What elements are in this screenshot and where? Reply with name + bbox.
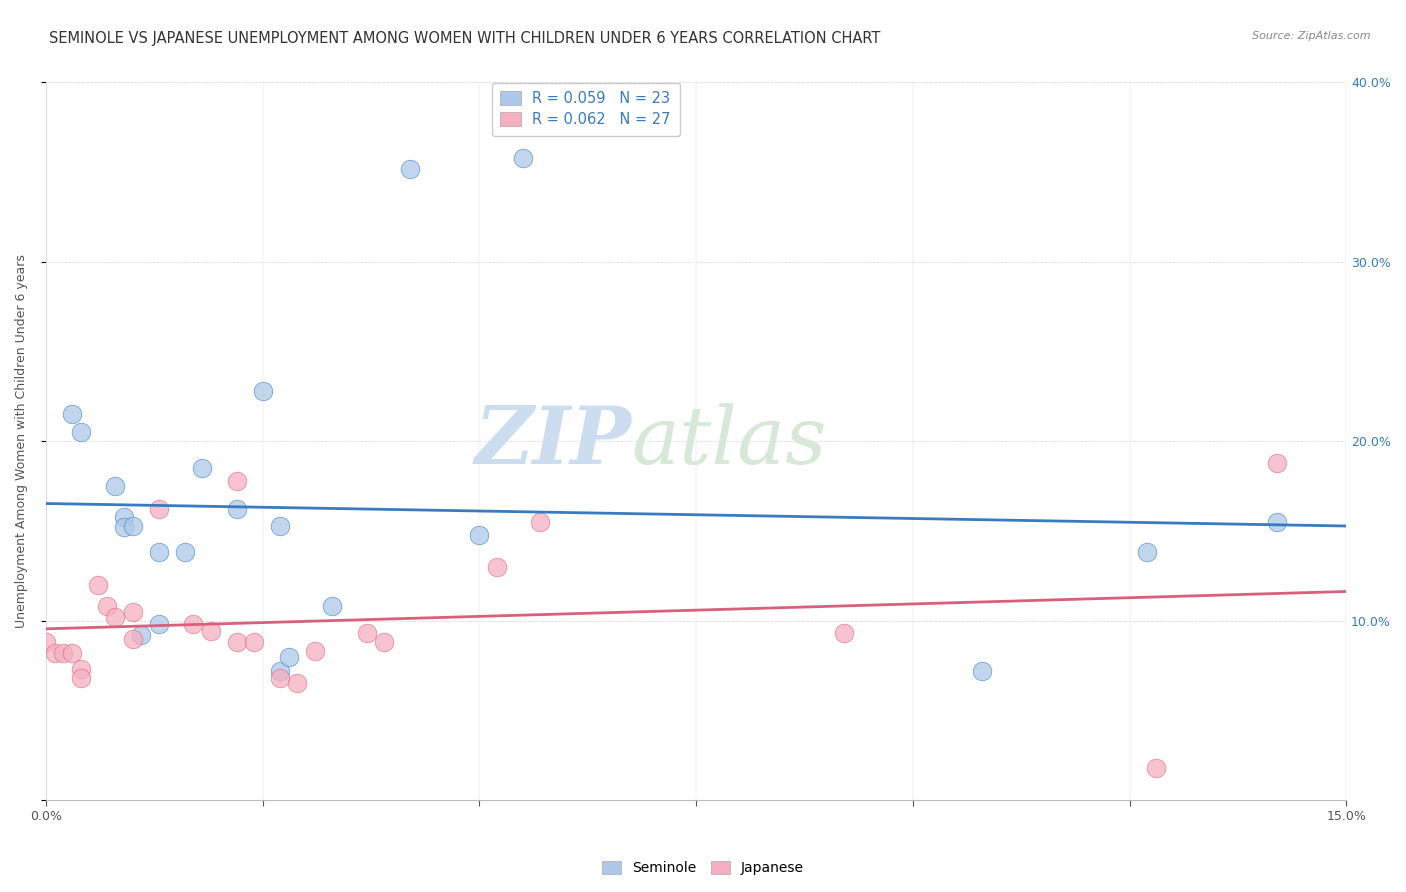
Legend: R = 0.059   N = 23, R = 0.062   N = 27: R = 0.059 N = 23, R = 0.062 N = 27 (492, 83, 679, 136)
Point (225, 635, 247, 649)
Point (304, 644, 326, 658)
Point (1144, 761, 1167, 775)
Point (269, 664, 291, 678)
Point (529, 515, 551, 529)
Point (121, 605, 143, 619)
Point (225, 502, 247, 516)
Point (252, 384, 274, 398)
Point (87, 578, 110, 592)
Point (69, 425, 91, 440)
Point (468, 527, 491, 541)
Point (191, 461, 214, 475)
Point (112, 509, 135, 524)
Point (1136, 545, 1159, 559)
Point (485, 559, 508, 574)
Point (1265, 515, 1288, 529)
Point (277, 649, 299, 664)
Text: SEMINOLE VS JAPANESE UNEMPLOYMENT AMONG WOMEN WITH CHILDREN UNDER 6 YEARS CORREL: SEMINOLE VS JAPANESE UNEMPLOYMENT AMONG … (49, 31, 880, 46)
Point (399, 161, 422, 176)
Legend: Seminole, Japanese: Seminole, Japanese (596, 855, 810, 880)
Point (69, 662, 91, 676)
Point (96, 599, 118, 614)
Text: ZIP: ZIP (474, 402, 631, 480)
Point (200, 624, 222, 639)
Point (225, 474, 247, 488)
Point (269, 671, 291, 685)
Point (269, 518, 291, 533)
Point (148, 617, 170, 632)
Point (148, 502, 170, 516)
Point (1265, 456, 1288, 470)
Point (121, 518, 143, 533)
Point (512, 151, 534, 165)
Point (373, 635, 395, 649)
Point (321, 599, 343, 614)
Point (60, 646, 83, 660)
Point (173, 545, 195, 559)
Point (52, 646, 75, 660)
Point (148, 545, 170, 559)
Point (183, 617, 205, 632)
Point (35, 635, 58, 649)
Point (972, 664, 994, 678)
Point (287, 676, 309, 690)
Point (60, 408, 83, 422)
Point (356, 626, 378, 640)
Point (44, 646, 66, 660)
Text: atlas: atlas (631, 402, 827, 480)
Text: Source: ZipAtlas.com: Source: ZipAtlas.com (1253, 31, 1371, 41)
Y-axis label: Unemployment Among Women with Children Under 6 years: Unemployment Among Women with Children U… (15, 254, 28, 628)
Point (104, 479, 127, 493)
Point (69, 671, 91, 685)
Point (121, 632, 143, 646)
Point (112, 520, 135, 534)
Point (131, 628, 153, 642)
Point (243, 635, 266, 649)
Point (104, 610, 127, 624)
Point (832, 626, 855, 640)
